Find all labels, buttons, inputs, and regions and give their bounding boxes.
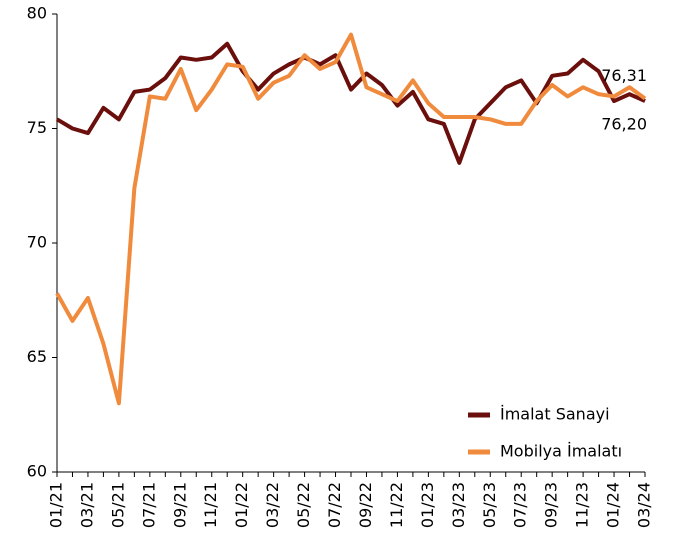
y-tick-label: 65: [27, 347, 47, 366]
x-tick-label: 03/24: [635, 482, 654, 528]
x-tick-label: 03/23: [449, 482, 468, 528]
y-tick-label: 70: [27, 233, 47, 252]
x-tick-label: 01/22: [232, 482, 251, 528]
x-tick-label: 03/22: [263, 482, 282, 528]
x-tick-label: 09/22: [356, 482, 375, 528]
x-tick-label: 07/22: [325, 482, 344, 528]
x-tick-label: 09/23: [542, 482, 561, 528]
x-tick-label: 11/23: [573, 482, 592, 528]
legend-label: İmalat Sanayi: [500, 405, 610, 424]
x-tick-label: 05/23: [480, 482, 499, 528]
y-tick-label: 80: [27, 4, 47, 23]
x-tick-label: 01/23: [418, 482, 437, 528]
x-tick-label: 05/21: [108, 482, 127, 528]
y-tick-label: 60: [27, 462, 47, 481]
line: [55, 41, 646, 165]
x-tick-label: 01/24: [604, 482, 623, 528]
data-label: 76,20: [601, 115, 647, 134]
y-tick-label: 75: [27, 118, 47, 137]
x-tick-label: 05/22: [294, 482, 313, 528]
x-tick-label: 01/21: [47, 482, 66, 528]
x-tick-label: 07/23: [511, 482, 530, 528]
x-tick-label: 07/21: [139, 482, 158, 528]
x-tick-label: 11/21: [201, 482, 220, 528]
x-tick-label: 09/21: [170, 482, 189, 528]
x-tick-label: 11/22: [387, 482, 406, 528]
data-label: 76,31: [601, 66, 647, 85]
line: [55, 32, 647, 406]
legend-label: Mobilya İmalatı: [500, 442, 622, 461]
x-tick-label: 03/21: [77, 482, 96, 528]
